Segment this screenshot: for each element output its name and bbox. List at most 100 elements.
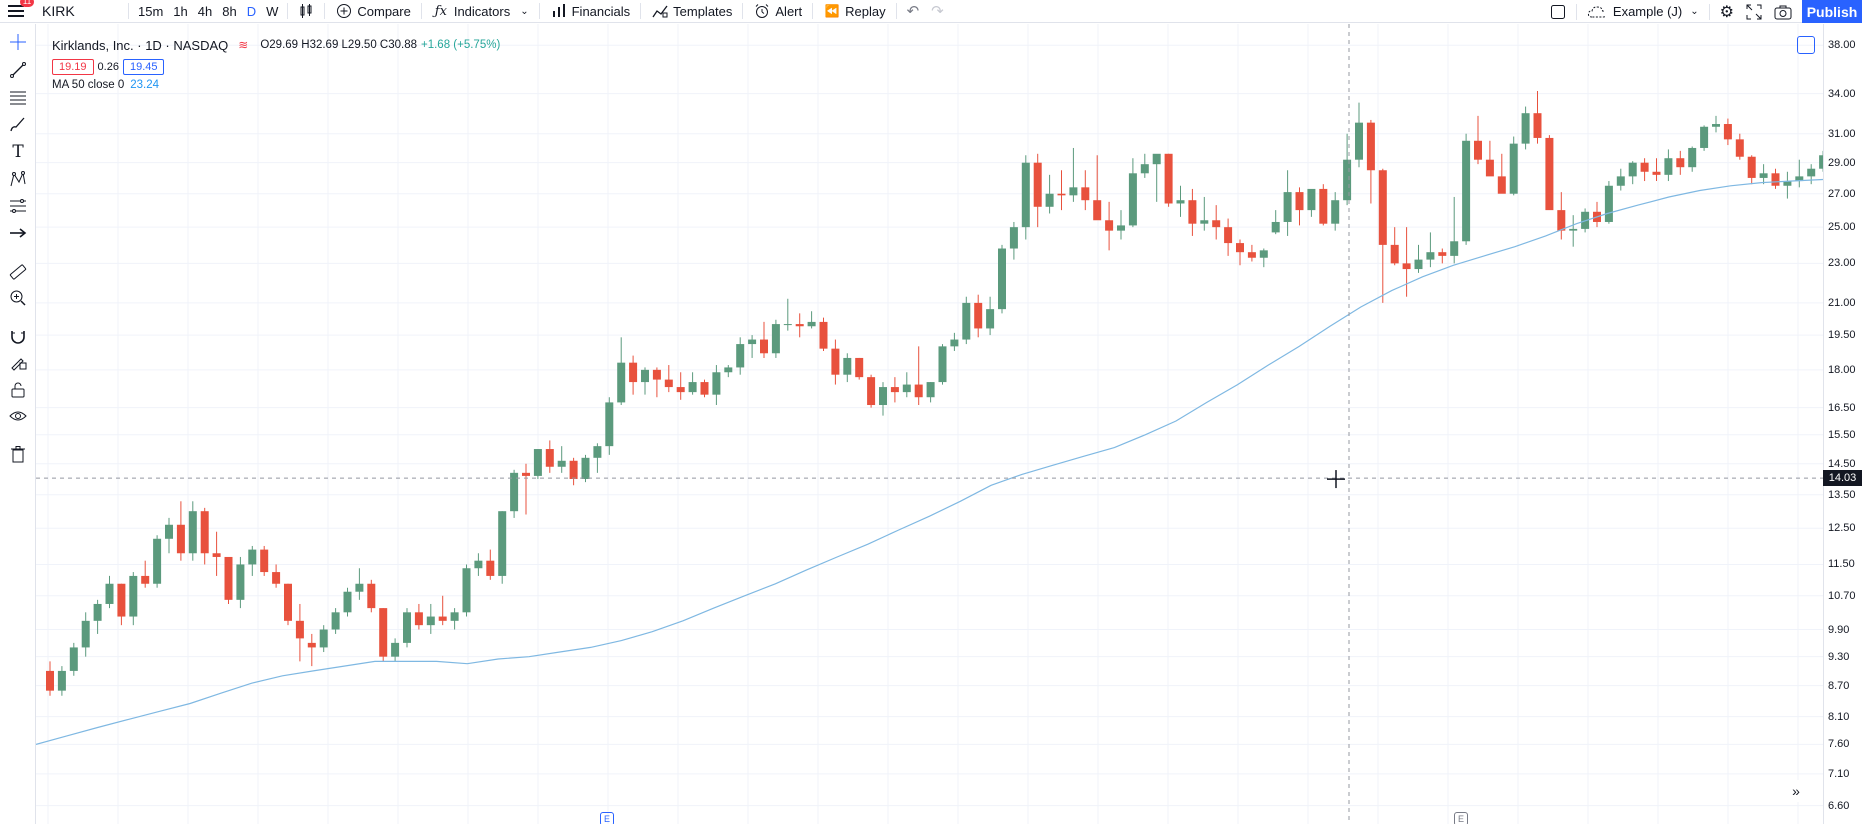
candle-body xyxy=(1771,173,1780,186)
crosshair-icon[interactable] xyxy=(8,32,28,52)
rewind-icon: ⏪ xyxy=(824,4,840,18)
legend-ma-row[interactable]: MA 50 close 0 23.24 xyxy=(52,76,500,94)
candle-body xyxy=(272,572,281,584)
candle-body xyxy=(1045,193,1054,207)
trash-icon[interactable] xyxy=(8,444,28,464)
interval-d[interactable]: D xyxy=(246,3,257,19)
candle-body xyxy=(295,620,304,639)
interval-4h[interactable]: 4h xyxy=(197,3,213,19)
candle-body xyxy=(617,362,626,403)
magnet-icon[interactable] xyxy=(8,326,28,346)
price-tick: 25.00 xyxy=(1828,221,1856,234)
candle xyxy=(260,545,269,576)
candle xyxy=(1723,118,1732,146)
candle xyxy=(1485,140,1494,177)
brush-icon[interactable] xyxy=(8,114,28,134)
trend-line-icon[interactable] xyxy=(8,60,28,80)
dividend-marker[interactable]: E xyxy=(1454,812,1468,824)
candle xyxy=(1069,147,1078,202)
interval-8h[interactable]: 8h xyxy=(222,3,237,19)
candle-body xyxy=(700,382,709,395)
lock-drawing-icon[interactable] xyxy=(8,352,28,372)
publish-button[interactable]: Publish xyxy=(1802,0,1862,23)
candle xyxy=(688,372,697,395)
hamburger-icon xyxy=(8,5,24,17)
candle-body xyxy=(724,367,733,373)
candle-body xyxy=(652,369,661,380)
candle xyxy=(141,560,150,588)
text-icon[interactable]: T xyxy=(12,142,24,162)
candle-body xyxy=(831,348,840,375)
candle xyxy=(1247,244,1256,262)
candle xyxy=(200,507,209,565)
axis-settings-button[interactable] xyxy=(1797,36,1815,54)
candle xyxy=(486,549,495,580)
indicators-button[interactable]: ƒx Indicators ⌄ xyxy=(426,0,535,23)
candle xyxy=(831,339,840,385)
layout-name-button[interactable]: Example (J) ⌄ xyxy=(1581,0,1705,23)
ruler-icon[interactable] xyxy=(8,262,28,282)
redo-button[interactable]: ↷ xyxy=(925,0,950,23)
main-menu-button[interactable]: 11 xyxy=(0,0,34,23)
chart-pane[interactable] xyxy=(36,24,1823,824)
price-tick: 23.00 xyxy=(1828,257,1856,270)
plus-circle-icon xyxy=(335,2,353,20)
price-tick: 11.50 xyxy=(1828,558,1855,571)
snapshot-button[interactable] xyxy=(1768,0,1798,23)
undo-icon: ↶ xyxy=(906,3,920,20)
scroll-to-realtime-button[interactable]: » xyxy=(1785,780,1807,802)
templates-button[interactable]: Templates xyxy=(645,0,738,23)
ask-price[interactable]: 19.45 xyxy=(122,59,165,75)
candle xyxy=(1735,133,1744,160)
ma50-line xyxy=(36,178,1823,745)
candle xyxy=(1509,136,1518,196)
candle-body xyxy=(1640,162,1649,172)
symbol-search[interactable]: KIRK xyxy=(42,3,75,19)
candle xyxy=(1795,159,1804,188)
candle-body xyxy=(1105,220,1114,231)
fullscreen-button[interactable] xyxy=(1740,0,1768,23)
candle-body xyxy=(403,612,411,643)
candle-body xyxy=(974,302,983,329)
zoom-in-icon[interactable] xyxy=(8,288,28,308)
candle-body xyxy=(1331,200,1340,224)
price-axis[interactable]: 38.00 34.00 31.00 29.00 27.00 25.00 23.00 21.00… xyxy=(1823,24,1862,824)
candle xyxy=(1390,227,1399,266)
prediction-icon[interactable] xyxy=(8,196,28,216)
earnings-marker[interactable]: E xyxy=(600,812,614,824)
square-layout-icon xyxy=(1550,4,1565,19)
candle xyxy=(1771,168,1780,189)
compare-button[interactable]: Compare xyxy=(329,0,416,23)
candle xyxy=(1378,168,1387,303)
chart-type-button[interactable] xyxy=(292,0,320,23)
candle-body xyxy=(1807,168,1816,177)
candle-body xyxy=(938,346,947,383)
interval-w[interactable]: W xyxy=(266,3,279,19)
interval-1h[interactable]: 1h xyxy=(173,3,188,19)
fib-retracement-icon[interactable] xyxy=(8,88,28,108)
interval-15m[interactable]: 15m xyxy=(138,3,164,19)
unlock-icon[interactable] xyxy=(8,380,28,400)
candle xyxy=(557,446,566,473)
chart-legend: Kirklands, Inc. · 1D · NASDAQ ≋ O29.69 H… xyxy=(52,36,500,94)
legend-bid-ask-row: 19.19 0.26 19.45 xyxy=(52,58,500,76)
pattern-icon[interactable] xyxy=(8,169,28,189)
candle xyxy=(355,568,364,600)
candle-body xyxy=(1343,159,1352,201)
eye-icon[interactable] xyxy=(8,406,28,426)
financials-button[interactable]: Financials xyxy=(544,0,637,23)
arrow-icon[interactable] xyxy=(8,223,28,243)
candlestick-chart[interactable] xyxy=(36,24,1823,824)
divider xyxy=(1575,3,1577,20)
legend-flag-icon[interactable]: ≋ xyxy=(238,38,249,52)
bid-price[interactable]: 19.19 xyxy=(52,59,94,75)
settings-button[interactable]: ⚙ xyxy=(1714,0,1740,23)
drawing-toolbar: T xyxy=(0,24,36,824)
replay-button[interactable]: ⏪ Replay xyxy=(817,0,891,23)
layout-button[interactable] xyxy=(1544,0,1572,23)
alert-button[interactable]: Alert xyxy=(747,0,808,23)
undo-button[interactable]: ↶ xyxy=(901,0,926,23)
candle-body xyxy=(760,339,768,354)
candle xyxy=(438,595,447,626)
candle xyxy=(46,661,54,696)
